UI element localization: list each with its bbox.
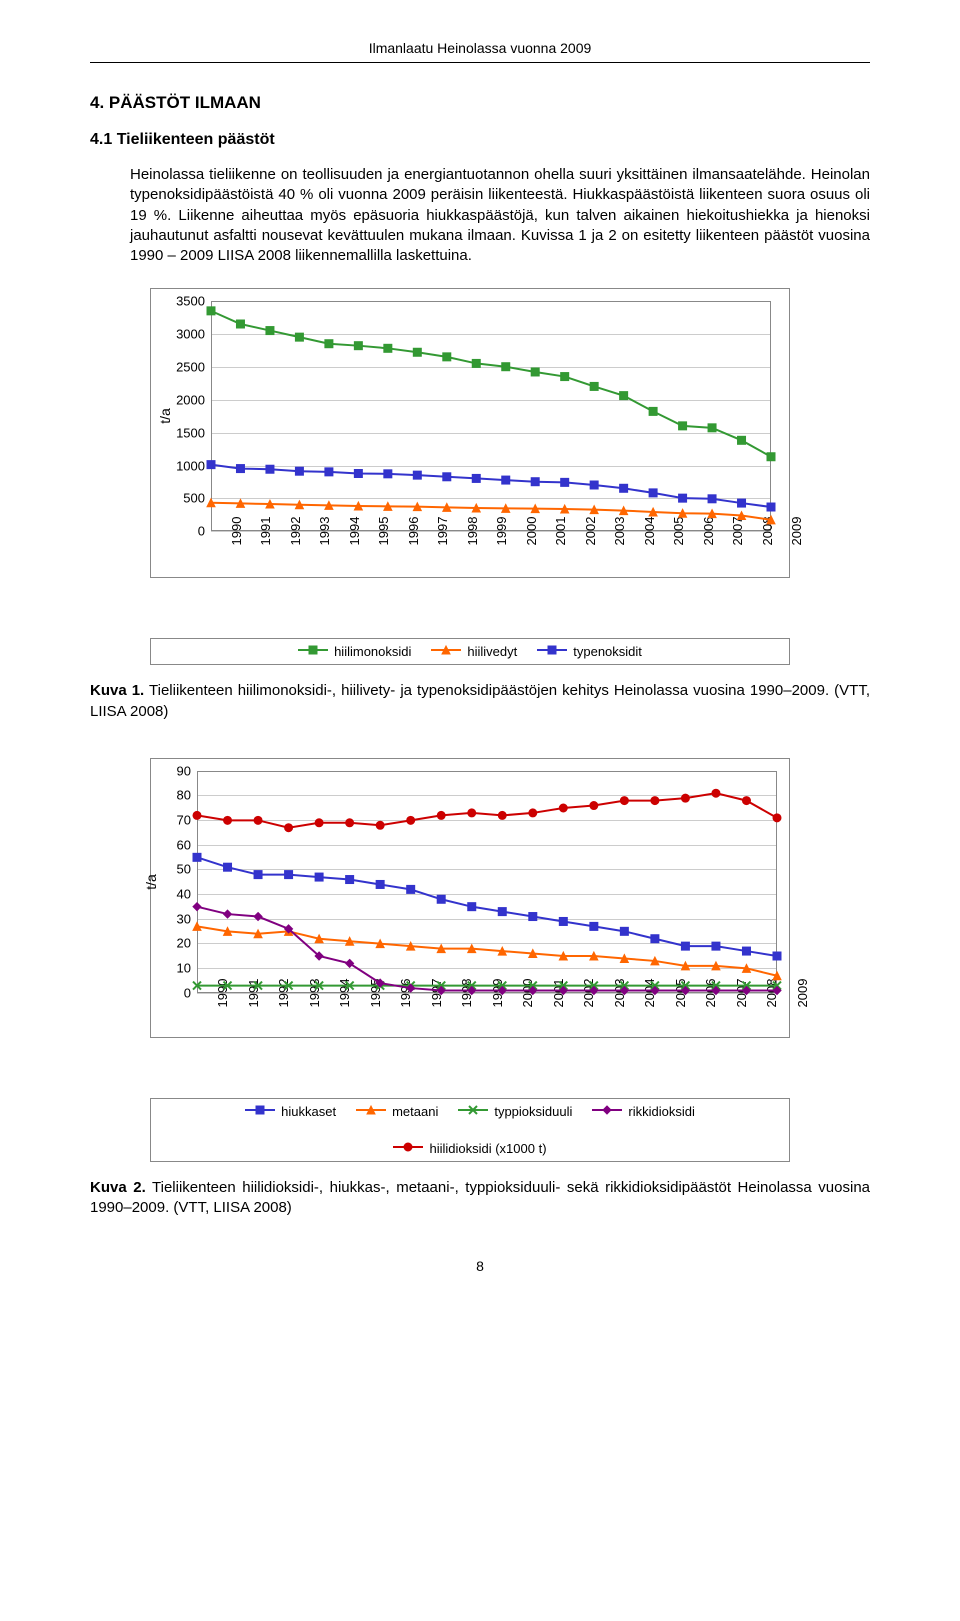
y-tick: 1500	[176, 425, 211, 440]
legend-item: hiukkaset	[245, 1103, 336, 1120]
y-tick: 2500	[176, 359, 211, 374]
caption-2-label: Kuva 2.	[90, 1179, 146, 1196]
subsection-title: 4.1 Tieliikenteen päästöt	[90, 131, 870, 149]
caption-2-text: Tieliikenteen hiilidioksidi-, hiukkas-, …	[90, 1179, 870, 1216]
y-tick: 2000	[176, 392, 211, 407]
y-tick: 30	[177, 911, 197, 926]
legend-item: hiilimonoksidi	[298, 643, 411, 660]
y-tick: 1000	[176, 458, 211, 473]
legend-item: typpioksiduuli	[458, 1103, 572, 1120]
legend-item: rikkidioksidi	[592, 1103, 694, 1120]
y-tick: 40	[177, 887, 197, 902]
page-number: 8	[90, 1258, 870, 1274]
x-tick: 2009	[769, 517, 804, 546]
y-tick: 20	[177, 936, 197, 951]
legend-item: metaani	[356, 1103, 438, 1120]
y-axis-label: t/a	[157, 408, 173, 424]
running-header: Ilmanlaatu Heinolassa vuonna 2009	[90, 40, 870, 56]
caption-1-text: Tieliikenteen hiilimonoksidi-, hiilivety…	[90, 682, 870, 719]
header-rule	[90, 62, 870, 63]
body-paragraph: Heinolassa tieliikenne on teollisuuden j…	[130, 165, 870, 266]
chart-1-legend: hiilimonoksidi hiilivedyt typenoksidit	[150, 638, 790, 665]
y-tick: 10	[177, 961, 197, 976]
chart-2-legend: hiukkaset metaani typpioksiduuli rikkidi…	[150, 1098, 790, 1162]
chart-2: t/a0102030405060708090199019911992199319…	[150, 758, 790, 1038]
y-tick: 80	[177, 788, 197, 803]
section-title: 4. PÄÄSTÖT ILMAAN	[90, 93, 870, 113]
legend-item: typenoksidit	[537, 643, 642, 660]
y-tick: 90	[177, 763, 197, 778]
chart-1: t/a0500100015002000250030003500199019911…	[150, 288, 790, 578]
y-tick: 3500	[176, 294, 211, 309]
legend-item: hiilivedyt	[431, 643, 517, 660]
legend-item: hiilidioksidi (x1000 t)	[393, 1140, 546, 1157]
y-tick: 50	[177, 862, 197, 877]
y-axis-label: t/a	[143, 874, 159, 890]
caption-1-label: Kuva 1.	[90, 682, 144, 699]
caption-2: Kuva 2. Tieliikenteen hiilidioksidi-, hi…	[90, 1178, 870, 1219]
y-tick: 60	[177, 837, 197, 852]
caption-1: Kuva 1. Tieliikenteen hiilimonoksidi-, h…	[90, 681, 870, 722]
y-tick: 500	[183, 491, 211, 506]
y-tick: 3000	[176, 327, 211, 342]
